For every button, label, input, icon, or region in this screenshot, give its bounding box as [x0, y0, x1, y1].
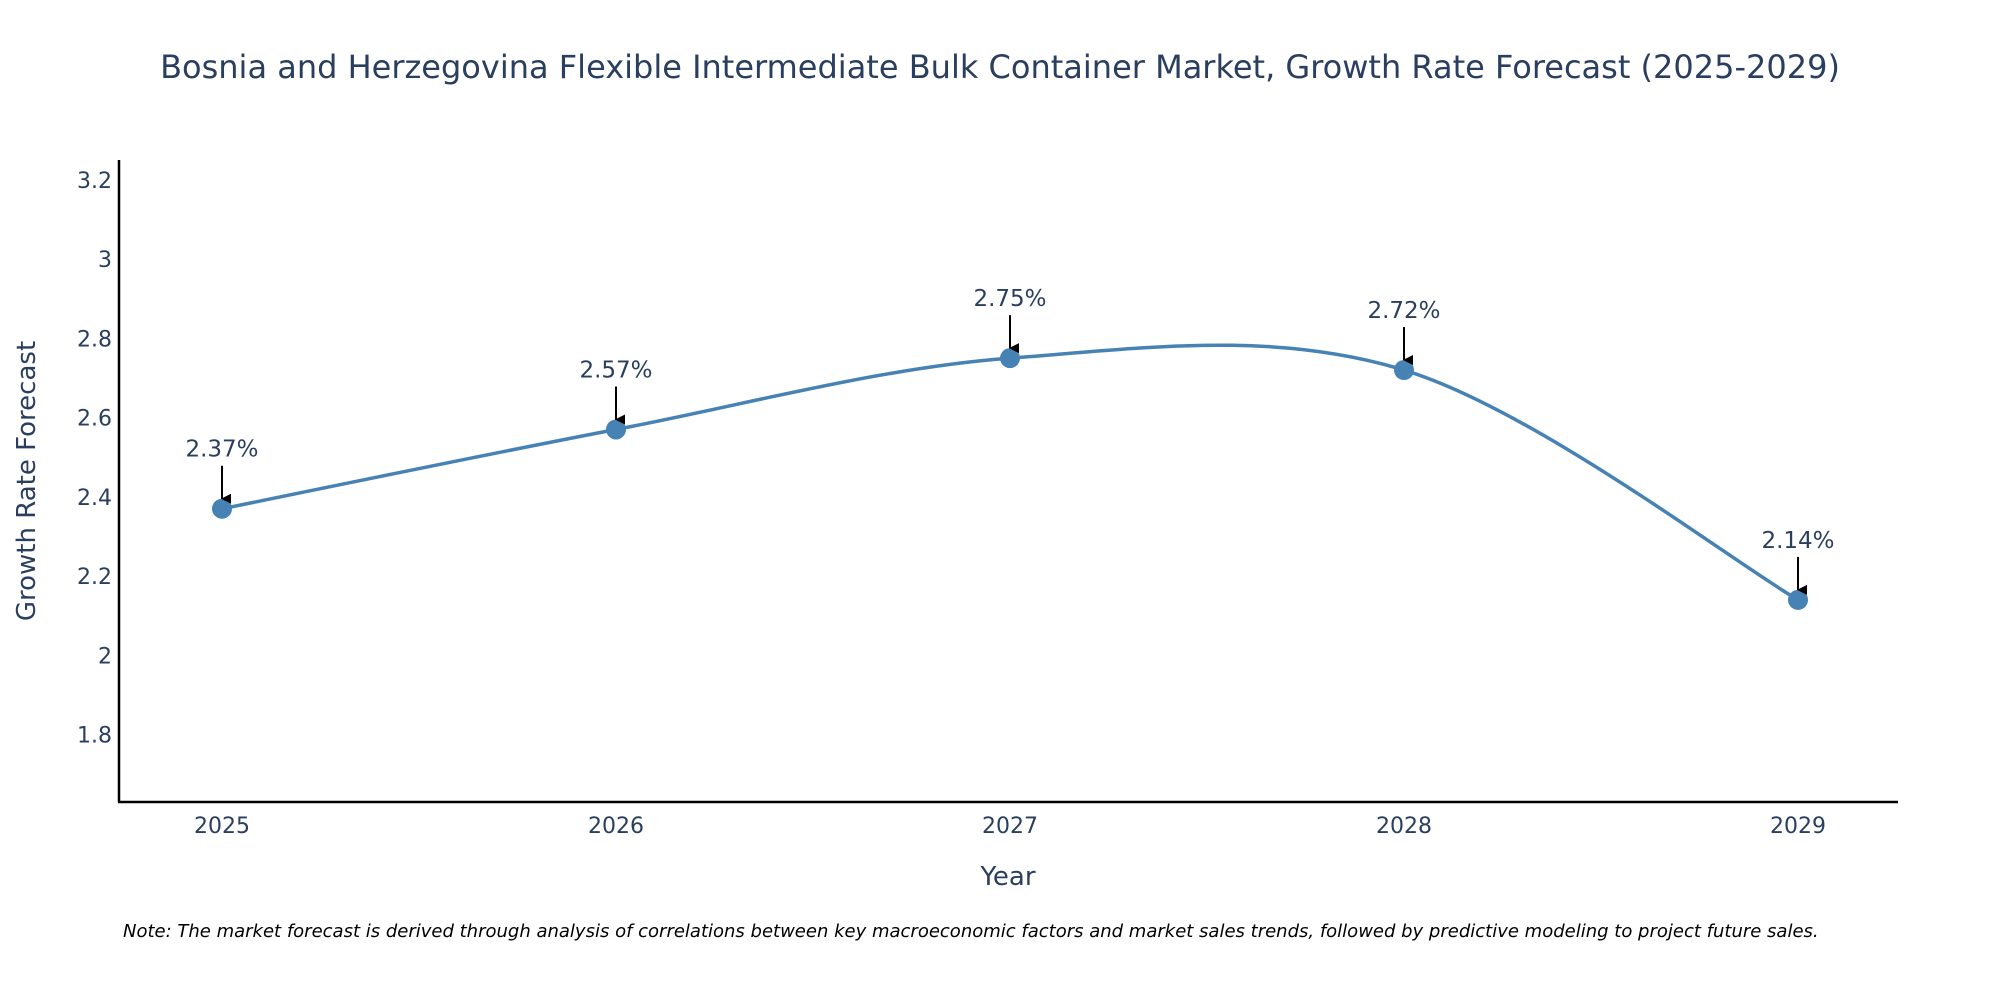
chart-title: Bosnia and Herzegovina Flexible Intermed…	[160, 48, 1840, 86]
x-tick-label: 2028	[1376, 814, 1432, 839]
data-point-markers	[212, 348, 1808, 610]
data-point	[606, 419, 626, 440]
data-point	[1394, 360, 1414, 381]
data-annotations: 2.37% 2.57% 2.75% 2.72% 2.14%	[185, 286, 1835, 595]
x-tick-label: 2029	[1770, 814, 1826, 839]
y-tick-label: 2.8	[77, 327, 112, 352]
x-axis-title: Year	[979, 862, 1035, 892]
annotation-label: 2.14%	[1761, 528, 1834, 554]
y-tick-label: 2.4	[77, 486, 112, 511]
data-point	[1000, 348, 1020, 369]
x-tick-label: 2025	[194, 814, 250, 839]
growth-rate-series-line	[221, 343, 1799, 602]
data-point	[1788, 589, 1808, 610]
x-axis-ticks: 2025 2026 2027 2028 2029	[194, 814, 1826, 839]
x-tick-label: 2027	[982, 814, 1038, 839]
footnote: Note: The market forecast is derived thr…	[123, 921, 1819, 942]
y-axis-ticks: 1.8 2 2.2 2.4 2.6 2.8 3 3.2	[77, 169, 112, 749]
annotation-label: 2.72%	[1367, 298, 1440, 324]
annotation-label: 2.37%	[185, 437, 258, 463]
annotation-label: 2.75%	[973, 286, 1046, 312]
y-tick-label: 3	[98, 248, 112, 273]
y-tick-label: 2	[98, 644, 112, 669]
y-tick-label: 2.6	[77, 407, 112, 432]
annotation-label: 2.57%	[579, 357, 652, 383]
y-tick-label: 3.2	[77, 169, 112, 194]
x-tick-label: 2026	[588, 814, 644, 839]
data-point	[212, 498, 232, 519]
y-tick-label: 1.8	[77, 724, 112, 749]
y-axis-title: Growth Rate Forecast	[12, 341, 42, 621]
y-tick-label: 2.2	[77, 565, 112, 590]
